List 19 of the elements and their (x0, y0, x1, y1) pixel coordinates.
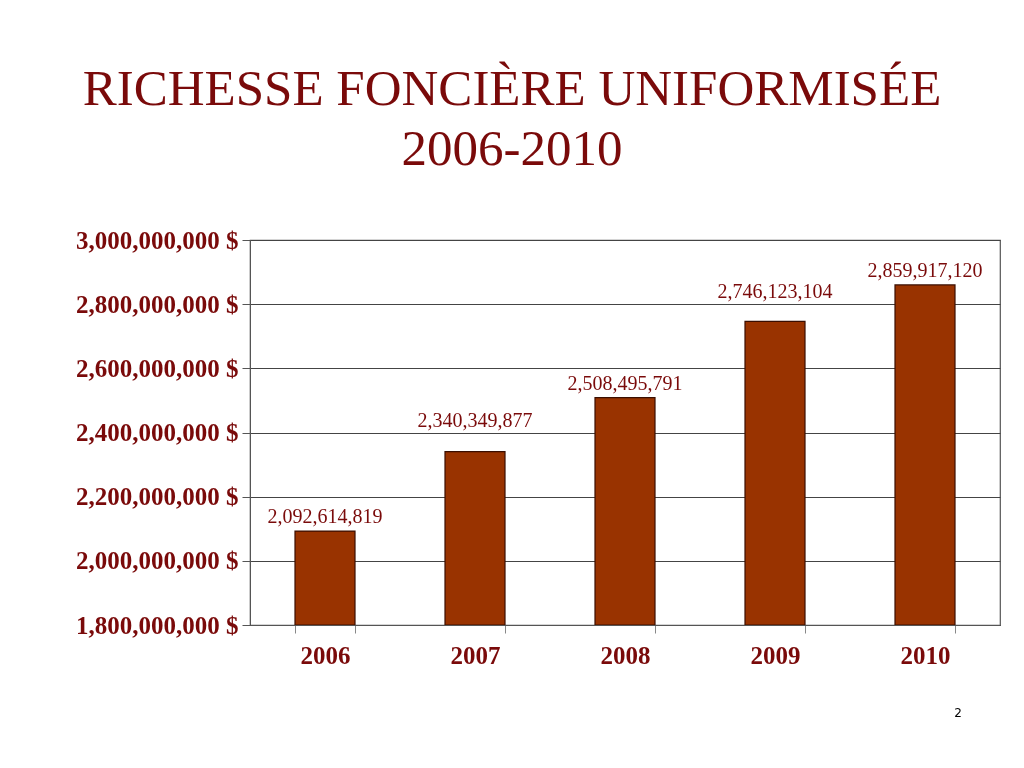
data-label: 2,092,614,819 (267, 505, 383, 528)
x-tick-label: 2007 (450, 641, 501, 669)
y-tick-label: 2,400,000,000 $ (76, 419, 239, 446)
x-tick-label: 2008 (600, 641, 651, 669)
data-label: 2,508,495,791 (567, 371, 683, 394)
text: 2 (954, 706, 962, 720)
y-tick-label: 2,200,000,000 $ (76, 483, 239, 511)
data-label: 2,746,123,104 (717, 280, 833, 303)
y-tick-label: 1,800,000,000 $ (76, 611, 239, 639)
y-tick-label: 3,000,000,000 $ (76, 226, 239, 254)
x-tick-label: 2006 (300, 641, 351, 669)
data-label: 2,859,917,120 (867, 258, 983, 281)
y-tick-label: 2,000,000,000 $ (76, 547, 239, 575)
x-tick-label: 2009 (750, 641, 801, 669)
y-tick-label: 2,800,000,000 $ (76, 290, 239, 318)
y-tick-label: 2,600,000,000 $ (76, 354, 239, 382)
data-label: 2,340,349,877 (417, 408, 533, 431)
chart-title: RICHESSE FONCIÈRE UNIFORMISÉE 2006-2010 (82, 60, 942, 176)
x-tick-label: 2010 (900, 641, 951, 669)
